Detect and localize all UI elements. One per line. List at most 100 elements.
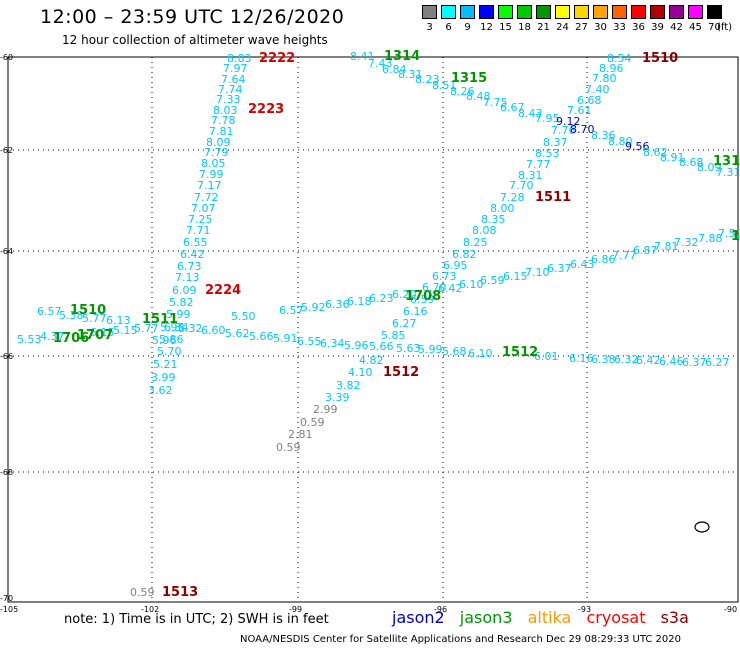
wave-height-label: 6.59 [410, 293, 435, 306]
scale-label: 24 [556, 22, 569, 33]
lat-label: -60 [0, 53, 14, 62]
wave-height-label: 8.36 [591, 129, 616, 142]
scale-label: 9 [464, 22, 471, 33]
wave-height-label: 6.60 [201, 324, 226, 337]
wave-height-label: 6.27 [705, 356, 730, 369]
wave-height-label: 8.62 [643, 146, 668, 159]
satellite-jason2: jason2 [392, 608, 445, 627]
pass-label: 2224 [205, 283, 242, 298]
wave-height-label: 6.16 [403, 305, 428, 318]
wave-height-label: 5.85 [381, 329, 406, 342]
plot-frame [7, 56, 739, 603]
wave-height-label: 0.59 [130, 586, 155, 599]
wave-height-label: 7.81 [654, 240, 679, 253]
wave-height-label: 5.99 [166, 308, 191, 321]
wave-height-label: 3.82 [336, 379, 361, 392]
scale-swatch [669, 5, 684, 19]
wave-height-label: 6.37 [547, 262, 572, 275]
wave-height-label: 3.39 [325, 391, 350, 404]
wave-height-label: 8.53 [535, 147, 560, 160]
wave-height-label: 7.81 [209, 125, 234, 138]
wave-height-label: 8.26 [450, 85, 475, 98]
pass-label: 1511 [535, 190, 572, 205]
wave-height-label: 8.00 [490, 202, 515, 215]
wave-height-label: 8.37 [543, 136, 568, 149]
scale-label: 42 [670, 22, 683, 33]
page-subtitle: 12 hour collection of altimeter wave hei… [62, 33, 328, 47]
lon-label: -105 [0, 605, 19, 614]
wave-height-label: 8.70 [570, 123, 595, 136]
satellite-jason3: jason3 [459, 608, 513, 627]
scale-label: 18 [518, 22, 531, 33]
scale-swatch [498, 5, 513, 19]
wave-height-label: 6.42 [636, 354, 661, 367]
wave-height-label: 8.23 [415, 73, 440, 86]
scale-label: 30 [594, 22, 607, 33]
wave-height-label: 5.21 [153, 358, 178, 371]
lon-label: -99 [289, 605, 303, 614]
wave-height-label: 6.43 [570, 258, 595, 271]
wave-height-label: 7.74 [218, 83, 243, 96]
satellite-altika: altika [527, 608, 572, 627]
scale-swatch [593, 5, 608, 19]
wave-height-label: 7.07 [191, 202, 216, 215]
graticule [8, 57, 738, 602]
wave-height-label: 2.99 [313, 403, 338, 416]
wave-height-label: 3.99 [151, 371, 176, 384]
wave-height-label: 7.95 [535, 112, 560, 125]
lat-label: -70 [0, 594, 14, 603]
credit-line: NOAA/NESDIS Center for Satellite Applica… [240, 634, 682, 645]
wave-height-label: 0.59 [276, 441, 301, 454]
wave-height-label: 8.03 [213, 104, 238, 117]
wave-height-label: 7.40 [585, 83, 610, 96]
wave-height-label: 9.56 [625, 140, 650, 153]
scale-swatch [650, 5, 665, 19]
wave-height-label: 6.16 [569, 352, 594, 365]
wave-height-label: 7.71 [186, 224, 211, 237]
wave-height-label: 5.66 [249, 330, 274, 343]
wave-height-label: 7.64 [221, 73, 246, 86]
wave-height-label: 6.59 [480, 274, 505, 287]
wave-height-label: 7.32 [674, 236, 699, 249]
wave-height-label: 8.09 [697, 161, 722, 174]
wave-height-label: 5.63 [396, 342, 421, 355]
wave-height-label: 6.73 [432, 270, 457, 283]
lat-label: -66 [0, 352, 14, 361]
wave-height-label: 5.53 [17, 333, 42, 346]
scale-label: 39 [651, 22, 664, 33]
wave-height-label: 8.09 [206, 136, 231, 149]
wave-height-label: 6.15 [90, 326, 115, 339]
wave-height-label: 5.77 [82, 312, 107, 325]
wave-height-label: 8.43 [518, 107, 543, 120]
scale-label: 21 [537, 22, 550, 33]
wave-height-label: 8.96 [599, 62, 624, 75]
wave-height-label: 6.95 [443, 259, 468, 272]
wave-height-label: 5.82 [169, 296, 194, 309]
wave-height-label: 4.10 [348, 366, 373, 379]
pass-label: 1510 [70, 303, 107, 318]
wave-height-label: 5.92 [301, 301, 326, 314]
island-outline [694, 521, 710, 533]
wave-height-label: 8.31 [398, 68, 423, 81]
scale-swatch [460, 5, 475, 19]
lon-label: -96 [434, 605, 448, 614]
lat-label: -62 [0, 146, 14, 155]
wave-height-label: 6.37 [682, 356, 707, 369]
pass-label: 2222 [259, 51, 296, 66]
wave-height-label: 0.59 [300, 416, 325, 429]
wave-height-label: 7.79 [204, 146, 229, 159]
pass-label: 1707 [77, 328, 114, 343]
wave-height-label: 7.99 [199, 168, 224, 181]
wave-height-label: 6.32 [178, 322, 203, 335]
wave-height-label: 6.46 [659, 355, 684, 368]
wave-height-label: 6.36 [325, 298, 350, 311]
wave-height-label: 4.82 [359, 354, 384, 367]
wave-height-label: 8.31 [518, 169, 543, 182]
scale-swatch [422, 5, 437, 19]
wave-height-label: 6.86 [591, 253, 616, 266]
wave-height-label: 6.57 [37, 305, 62, 318]
wave-height-label: 5.38 [59, 309, 84, 322]
scale-swatch [612, 5, 627, 19]
wave-height-label: 8.25 [463, 236, 488, 249]
wave-height-label: 8.35 [481, 213, 506, 226]
